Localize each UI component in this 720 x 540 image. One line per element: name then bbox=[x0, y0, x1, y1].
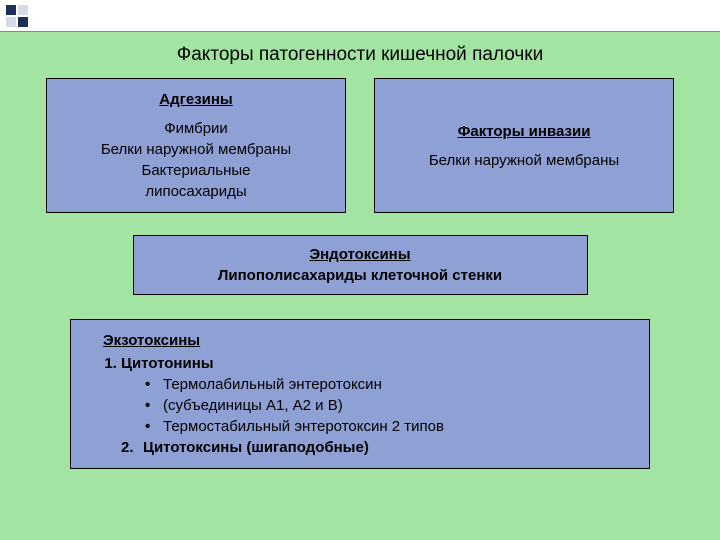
box-exotoxins-heading: Экзотоксины bbox=[103, 330, 635, 351]
top-row: Адгезины Фимбрии Белки наружной мембраны… bbox=[0, 78, 720, 213]
box-invasion-heading: Факторы инвазии bbox=[391, 121, 657, 142]
box-exotoxins: Экзотоксины Цитотонины Термолабильный эн… bbox=[70, 319, 650, 469]
adhesins-line-2: Белки наружной мембраны bbox=[63, 139, 329, 160]
adhesins-line-3: Бактериальные bbox=[63, 160, 329, 181]
exotoxins-item-2: Цитотоксины (шигаподобные) bbox=[121, 437, 635, 458]
header-decoration bbox=[6, 5, 36, 27]
box-adhesins: Адгезины Фимбрии Белки наружной мембраны… bbox=[46, 78, 346, 213]
exotoxins-item-1: Цитотонины Термолабильный энтеротоксин (… bbox=[121, 353, 635, 437]
box-invasion: Факторы инвазии Белки наружной мембраны bbox=[374, 78, 674, 213]
slide-title: Факторы патогенности кишечной палочки bbox=[0, 44, 720, 66]
exotoxins-sub-2: (субъединицы А1, А2 и В) bbox=[145, 395, 635, 416]
adhesins-line-1: Фимбрии bbox=[63, 118, 329, 139]
header-bar bbox=[0, 0, 720, 32]
box-adhesins-heading: Адгезины bbox=[63, 89, 329, 110]
box-endotoxins: Эндотоксины Липополисахариды клеточной с… bbox=[133, 235, 588, 295]
endotoxins-line: Липополисахариды клеточной стенки bbox=[150, 265, 571, 286]
exotoxins-sub-3: Термостабильный энтеротоксин 2 типов bbox=[145, 416, 635, 437]
box-endotoxins-heading: Эндотоксины bbox=[150, 244, 571, 265]
adhesins-line-4: липосахариды bbox=[63, 181, 329, 202]
exotoxins-sub-1: Термолабильный энтеротоксин bbox=[145, 374, 635, 395]
invasion-line-1: Белки наружной мембраны bbox=[391, 150, 657, 171]
